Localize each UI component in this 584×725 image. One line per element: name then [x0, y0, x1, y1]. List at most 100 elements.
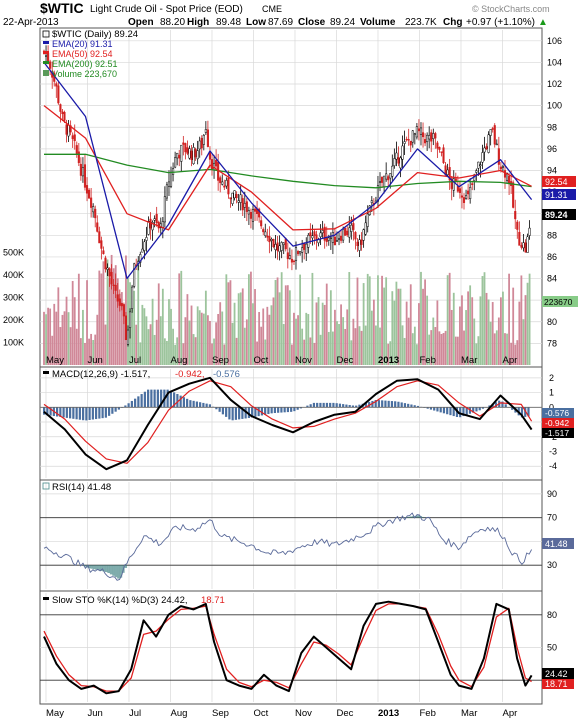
watermark: © StockCharts.com — [472, 4, 550, 14]
macd-histogram-bar — [182, 397, 185, 408]
volume-bar — [342, 317, 345, 365]
candle-body — [399, 157, 402, 169]
volume-bar — [516, 340, 519, 365]
macd-histogram-bar — [43, 407, 46, 415]
macd-histogram-bar — [494, 402, 498, 408]
ema20-tag: 91.31 — [545, 190, 568, 200]
volume-bar — [59, 327, 62, 365]
macd-histogram-bar — [69, 407, 72, 419]
volume-bar — [524, 295, 527, 365]
candle-body — [292, 260, 296, 263]
volume-tick-label: 300K — [3, 293, 24, 303]
macd-legend: MACD(12,26,9) -1.517, -0.942, -0.576 -0.… — [43, 369, 574, 438]
candle-body — [227, 177, 230, 195]
candle-body — [477, 161, 480, 169]
candle-body — [243, 203, 246, 208]
volume-bar — [528, 273, 531, 365]
candle-body — [462, 197, 466, 203]
price-tick-label: 88 — [547, 230, 557, 240]
x-tick-label-bottom: Nov — [295, 708, 312, 719]
candle-body — [59, 104, 62, 112]
volume-bar — [127, 277, 129, 365]
sto-tag-k: 24.42 — [545, 669, 568, 679]
volume-bar — [241, 288, 244, 365]
volume-bar — [123, 314, 125, 365]
macd-histogram-bar — [381, 400, 384, 408]
candle-body — [169, 171, 173, 187]
candle-body — [190, 150, 193, 161]
candle-body — [260, 220, 263, 227]
macd-histogram-bar — [332, 402, 335, 408]
candle-body — [426, 134, 429, 142]
macd-tag-main: -1.517 — [545, 428, 569, 438]
candle-body — [450, 178, 453, 189]
volume-bar — [170, 308, 172, 365]
candle-body — [438, 147, 441, 150]
volume-bar — [198, 310, 201, 365]
volume-bar — [231, 322, 234, 365]
macd-histogram-bar — [501, 401, 504, 408]
macd-histogram-bar — [273, 407, 277, 414]
close-label: Close — [298, 17, 326, 28]
volume-bar — [141, 304, 144, 365]
candle-body — [206, 129, 209, 147]
candle-body — [139, 254, 142, 263]
candle-body — [63, 112, 66, 121]
candle-body — [387, 176, 390, 181]
volume-bar — [487, 299, 490, 365]
candle-body — [83, 164, 87, 188]
volume-bar — [288, 290, 291, 365]
volume-bar — [413, 326, 416, 365]
macd-histogram-bar — [205, 403, 208, 408]
candle-body — [104, 257, 107, 270]
volume-bar — [131, 295, 134, 365]
macd-tag-bg-2 — [542, 418, 574, 428]
volume-bar — [55, 311, 58, 365]
macd-histogram-bar — [150, 389, 153, 408]
low-value: 87.69 — [268, 17, 293, 28]
macd-histogram-bar — [488, 405, 491, 408]
volume-bar — [202, 313, 205, 365]
candle-body — [108, 268, 111, 277]
volume-bar — [504, 333, 506, 365]
macd-histogram-bar — [524, 407, 527, 417]
volume-layer — [43, 254, 531, 365]
volume-bar — [323, 304, 326, 365]
x-tick-label-bottom: Aug — [171, 708, 188, 719]
candle-body — [61, 111, 64, 115]
candle-body — [210, 159, 214, 170]
candle-body — [495, 143, 498, 146]
volume-bar — [204, 290, 207, 365]
macd-histogram-bar — [247, 407, 251, 418]
rsi-oversold-fill — [97, 565, 101, 571]
candle-body — [331, 232, 334, 243]
macd-histogram-bar — [91, 407, 94, 420]
macd-histogram-bar — [192, 400, 195, 408]
candle-body — [307, 234, 310, 248]
volume-bar — [135, 324, 138, 365]
price-legend: $WTIC (Daily) 89.24 EMA(20) 91.31 EMA(50… — [42, 29, 138, 79]
candle-body — [381, 176, 384, 183]
price-tick-label: 86 — [547, 252, 557, 262]
rsi-tag-bg — [542, 538, 574, 549]
macd-histogram-bar — [104, 407, 107, 418]
volume-bar — [235, 337, 238, 365]
candle-body — [57, 85, 60, 104]
volume-bar — [151, 298, 154, 365]
volume-bar — [194, 337, 197, 365]
macd-histogram-bar — [325, 402, 329, 408]
chart-security-name: Light Crude Oil - Spot Price (EOD) — [90, 4, 243, 15]
candle-body — [71, 135, 74, 140]
candle-body — [272, 239, 275, 248]
volume-bar — [43, 311, 45, 365]
macd-histogram-bar — [156, 389, 159, 408]
x-tick-label-bottom: Dec — [337, 708, 354, 719]
candle-body — [75, 145, 78, 154]
candle-body — [126, 329, 130, 345]
candle-body — [49, 61, 52, 69]
macd-histogram-bar — [452, 407, 455, 417]
x-tick-label-bottom: Apr — [503, 708, 518, 719]
open-label: Open — [128, 17, 154, 28]
volume-bar — [176, 337, 179, 365]
volume-bar — [145, 316, 148, 365]
